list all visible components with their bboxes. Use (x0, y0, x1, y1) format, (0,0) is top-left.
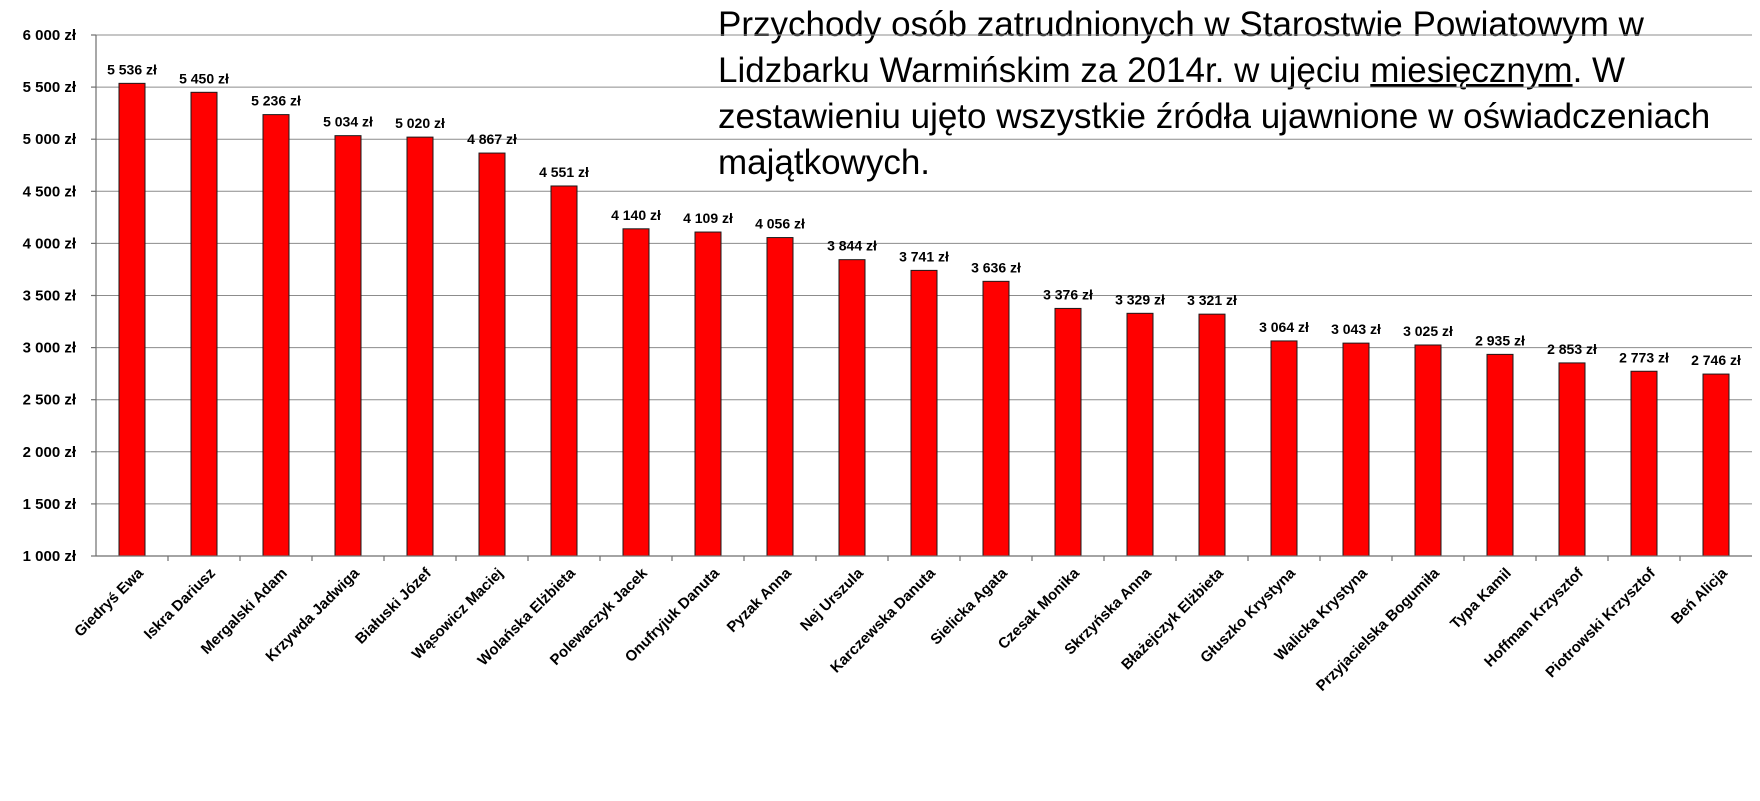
y-tick-label: 4 000 zł (23, 235, 77, 252)
bar (1486, 353, 1514, 557)
x-tick-label: Beń Alicja (1668, 564, 1731, 627)
data-label: 4 056 zł (755, 216, 805, 232)
bar (766, 237, 794, 557)
x-tick-label: Nej Urszula (797, 564, 867, 634)
bar (838, 259, 866, 557)
title-text-after: . W zestawieniu ujęto wszystkie źródła u… (718, 51, 1711, 182)
bar (1558, 362, 1586, 557)
bar (1342, 342, 1370, 557)
data-label: 4 551 zł (539, 164, 589, 180)
y-tick-label: 5 000 zł (23, 131, 77, 148)
bar (118, 82, 146, 557)
y-tick-label: 4 500 zł (23, 183, 77, 200)
data-label: 2 773 zł (1619, 349, 1669, 365)
x-tick-label: Iskra Dariusz (141, 565, 219, 643)
data-label: 3 321 zł (1187, 292, 1237, 308)
title-text-underlined: miesięcznym (1370, 51, 1573, 90)
bar (334, 135, 362, 557)
data-label: 3 329 zł (1115, 291, 1165, 307)
bar (406, 136, 434, 557)
bars (118, 82, 1730, 557)
y-tick-label: 2 500 zł (23, 392, 77, 409)
data-label: 4 867 zł (467, 131, 517, 147)
bar (982, 280, 1010, 557)
y-tick-label: 6 000 zł (23, 27, 77, 44)
bar (262, 114, 290, 557)
data-label: 4 140 zł (611, 207, 661, 223)
y-tick-label: 1 000 zł (23, 548, 77, 565)
y-tick-label: 1 500 zł (23, 496, 77, 513)
data-label: 5 236 zł (251, 93, 301, 109)
bar (478, 152, 506, 557)
data-label: 3 844 zł (827, 238, 877, 254)
bar (694, 231, 722, 557)
bar (1414, 344, 1442, 557)
data-label: 5 034 zł (323, 114, 373, 130)
x-tick-label: Białuski Józef (352, 564, 435, 647)
bar (550, 185, 578, 557)
data-label: 5 450 zł (179, 70, 229, 86)
bar (1198, 313, 1226, 557)
data-label: 2 746 zł (1691, 352, 1741, 368)
data-label: 3 064 zł (1259, 319, 1309, 335)
title-text-before: Przychody osób zatrudnionych w Starostwi… (718, 5, 1644, 90)
y-tick-label: 5 500 zł (23, 79, 77, 96)
x-tick-label: Typa Kamil (1447, 565, 1515, 633)
bar (910, 269, 938, 557)
bar (190, 91, 218, 557)
data-labels: 5 536 zł 5 450 zł 5 236 zł 5 034 zł 5 020 zł… (107, 61, 1741, 368)
data-label: 3 741 zł (899, 248, 949, 264)
data-label: 5 536 zł (107, 61, 157, 77)
data-label: 3 376 zł (1043, 286, 1093, 302)
bar (622, 228, 650, 557)
bar (1054, 307, 1082, 557)
data-label: 3 025 zł (1403, 323, 1453, 339)
x-tick-label: Giedryś Ewa (71, 564, 147, 640)
y-tick-label: 2 000 zł (23, 444, 77, 461)
data-label: 5 020 zł (395, 115, 445, 131)
y-axis-labels: 1 000 zł 1 500 zł 2 000 zł 2 500 zł 3 000 zł… (23, 27, 77, 565)
y-tick-label: 3 000 zł (23, 340, 77, 357)
bar (1630, 370, 1658, 557)
data-label: 3 636 zł (971, 259, 1021, 275)
bar (1702, 373, 1730, 557)
y-tick-label: 3 500 zł (23, 288, 77, 305)
data-label: 2 935 zł (1475, 332, 1525, 348)
data-label: 2 853 zł (1547, 341, 1597, 357)
x-tick-label: Przyjacielska Bogumiła (1313, 564, 1443, 694)
data-label: 4 109 zł (683, 210, 733, 226)
bar (1270, 340, 1298, 557)
data-label: 3 043 zł (1331, 321, 1381, 337)
x-tick-label: Pyzak Anna (724, 564, 796, 636)
chart-title: Przychody osób zatrudnionych w Starostwi… (718, 2, 1748, 186)
bar (1126, 312, 1154, 557)
